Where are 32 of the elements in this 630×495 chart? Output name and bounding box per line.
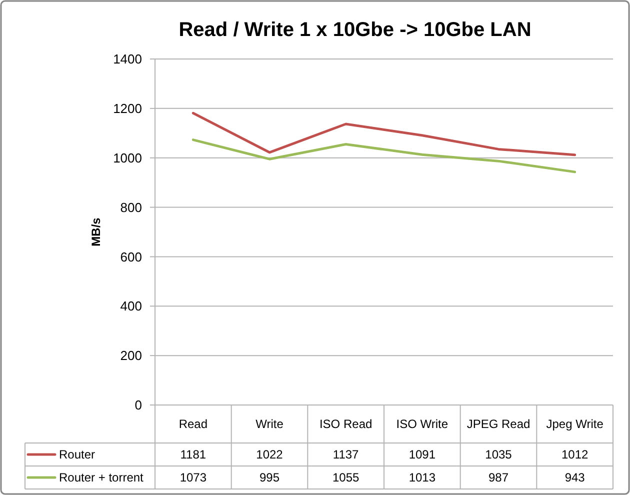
data-label: 1035 bbox=[485, 448, 512, 462]
data-label: 1181 bbox=[180, 448, 206, 462]
y-tick-label: 1000 bbox=[113, 150, 142, 166]
data-label: 1055 bbox=[332, 470, 360, 485]
legend-label: Router bbox=[59, 448, 96, 462]
y-tick-label: 800 bbox=[120, 200, 142, 215]
data-label: 1073 bbox=[180, 470, 207, 485]
x-tick-label: Write bbox=[256, 417, 284, 432]
data-label: 943 bbox=[564, 470, 586, 485]
x-tick-label: Jpeg Write bbox=[546, 417, 604, 432]
data-label: 987 bbox=[488, 470, 509, 485]
x-tick-label: ISO Write bbox=[396, 417, 448, 432]
y-tick-label: 0 bbox=[134, 398, 142, 413]
y-tick-label: 400 bbox=[120, 298, 142, 314]
data-label: 1091 bbox=[408, 448, 436, 462]
x-tick-label: Read bbox=[178, 417, 208, 432]
line-series bbox=[192, 112, 576, 156]
x-tick-label: JPEG Read bbox=[466, 417, 530, 432]
y-tick-label: 1200 bbox=[113, 100, 142, 116]
chart-title: Read / Write 1 x 10Gbe -> 10Gbe LAN bbox=[178, 19, 532, 41]
y-tick-label: 600 bbox=[120, 249, 142, 264]
legend-label: Router + torrent bbox=[59, 470, 144, 485]
y-axis-title: MB/s bbox=[89, 217, 103, 246]
y-tick-label: 1400 bbox=[113, 52, 142, 67]
data-label: 1022 bbox=[256, 448, 284, 462]
data-label: 1013 bbox=[408, 470, 436, 485]
data-label: 1137 bbox=[332, 448, 360, 462]
data-label: 1012 bbox=[561, 448, 589, 462]
x-tick-label: ISO Read bbox=[319, 417, 372, 432]
line-series bbox=[192, 138, 576, 174]
data-label: 995 bbox=[259, 470, 280, 485]
y-tick-label: 200 bbox=[120, 348, 142, 364]
